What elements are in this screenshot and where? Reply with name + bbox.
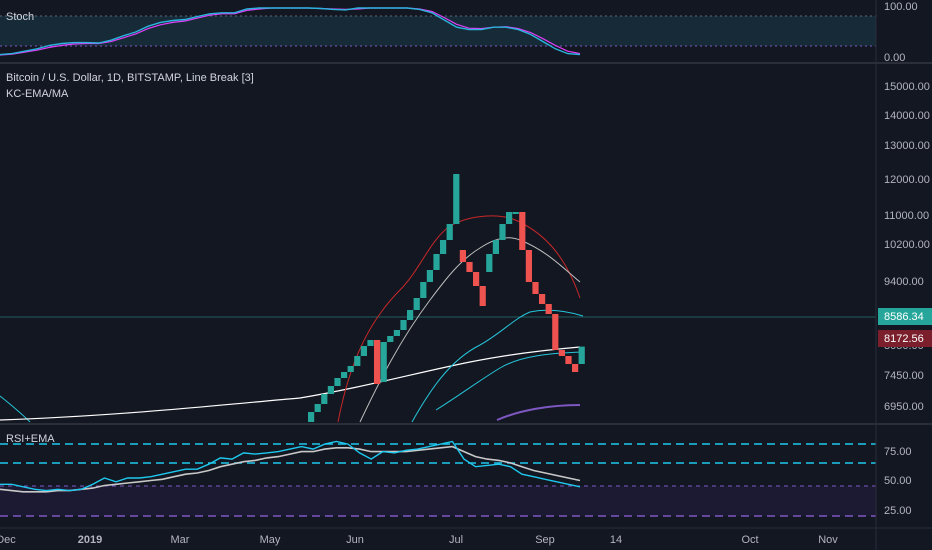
x-tick-label: Jul xyxy=(449,534,463,546)
brick-down xyxy=(374,340,381,384)
rsi-ema-line xyxy=(0,445,581,493)
brick-up xyxy=(486,254,493,272)
price-tick-10200: 10200.00 xyxy=(884,239,930,251)
main-pane: Bitcoin / U.S. Dollar, 1D, BITSTAMP, Lin… xyxy=(0,72,932,423)
x-tick-label: Jun xyxy=(346,534,364,546)
rsi-pane: RSI+EMA 75.00 50.00 25.00 xyxy=(0,433,912,517)
price-tick-6950: 6950.00 xyxy=(884,401,924,413)
brick-up xyxy=(512,212,519,214)
x-axis: Dec 2019 Mar May Jun Jul Sep 14 Oct Nov xyxy=(0,534,838,546)
price-tick-14000: 14000.00 xyxy=(884,110,930,122)
stoch-tick-100: 100.00 xyxy=(884,1,918,13)
ma-white-line xyxy=(0,346,581,421)
main-subtitle: KC-EMA/MA xyxy=(6,88,69,100)
brick-up xyxy=(314,404,321,412)
brick-up xyxy=(420,282,427,298)
brick-up xyxy=(321,394,328,404)
stoch-pane: Stoch 100.00 0.00 xyxy=(0,1,918,64)
price-tick-7450: 7450.00 xyxy=(884,370,924,382)
price-tick-11000: 11000.00 xyxy=(884,210,929,222)
rsi-tick-50: 50.00 xyxy=(884,475,912,487)
brick-down xyxy=(473,272,480,286)
brick-up xyxy=(413,298,420,310)
brick-up xyxy=(492,240,499,254)
price-tick-13000: 13000.00 xyxy=(884,140,930,152)
brick-down xyxy=(539,294,546,304)
kc-mid-white xyxy=(359,237,581,423)
brick-down xyxy=(525,250,532,282)
brick-up xyxy=(308,412,315,422)
brick-down xyxy=(479,286,486,306)
brick-up xyxy=(400,320,407,330)
kc-lower-left xyxy=(0,395,31,423)
price-tick-12000: 12000.00 xyxy=(884,174,930,186)
brick-down xyxy=(545,304,552,314)
price-tick-9400: 9400.00 xyxy=(884,276,924,288)
x-tick-label: 14 xyxy=(610,534,622,546)
brick-down xyxy=(558,350,565,356)
x-tick-label: 2019 xyxy=(78,534,102,546)
stoch-lines xyxy=(0,7,581,56)
brick-up xyxy=(453,174,460,224)
brick-up xyxy=(367,340,374,346)
brick-up xyxy=(407,310,414,320)
brick-up xyxy=(354,356,361,366)
stoch-title: Stoch xyxy=(6,11,34,23)
line-break-bricks xyxy=(308,174,585,422)
x-tick-label: Sep xyxy=(535,534,555,546)
main-title: Bitcoin / U.S. Dollar, 1D, BITSTAMP, Lin… xyxy=(6,72,254,84)
stoch-tick-0: 0.00 xyxy=(884,52,905,64)
x-tick-label: Oct xyxy=(741,534,758,546)
brick-up xyxy=(433,254,440,270)
brick-up xyxy=(341,372,348,378)
brick-up xyxy=(327,386,334,394)
brick-up xyxy=(380,342,387,382)
kc-cyan-upper xyxy=(411,309,584,423)
rsi-title: RSI+EMA xyxy=(6,433,55,445)
stoch-band xyxy=(0,16,876,46)
brick-up xyxy=(347,366,354,372)
price-tick-15000: 15000.00 xyxy=(884,81,930,93)
rsi-lines xyxy=(0,440,581,493)
brick-up xyxy=(499,224,506,240)
prev-price-label: 8172.56 xyxy=(884,333,924,345)
brick-down xyxy=(519,212,526,250)
brick-up xyxy=(426,270,433,282)
brick-down xyxy=(459,250,466,262)
brick-up xyxy=(387,336,394,342)
brick-down xyxy=(532,282,539,294)
brick-down xyxy=(565,356,572,364)
brick-up xyxy=(440,240,447,254)
prev-price-badge xyxy=(878,330,932,347)
rsi-tick-75: 75.00 xyxy=(884,446,912,458)
brick-up xyxy=(393,330,400,336)
kc-cyan-lower xyxy=(435,351,584,411)
brick-up xyxy=(506,212,513,224)
brick-down xyxy=(572,364,579,372)
stoch-k-line xyxy=(0,7,581,56)
brick-up xyxy=(334,378,341,386)
brick-down xyxy=(552,314,559,350)
x-tick-label: May xyxy=(260,534,281,546)
rsi-tick-25: 25.00 xyxy=(884,505,912,517)
last-price-badge xyxy=(878,308,932,325)
x-tick-label: Mar xyxy=(171,534,190,546)
rsi-band-low xyxy=(0,486,876,516)
x-tick-label: Dec xyxy=(0,534,16,546)
brick-down xyxy=(466,262,473,272)
rsi-line xyxy=(0,440,581,492)
last-price-label: 8586.34 xyxy=(884,311,924,323)
brick-up xyxy=(578,346,585,364)
x-tick-label: Nov xyxy=(818,534,838,546)
brick-up xyxy=(360,346,367,356)
brick-up xyxy=(446,224,453,240)
ma-purple-line xyxy=(496,404,581,421)
